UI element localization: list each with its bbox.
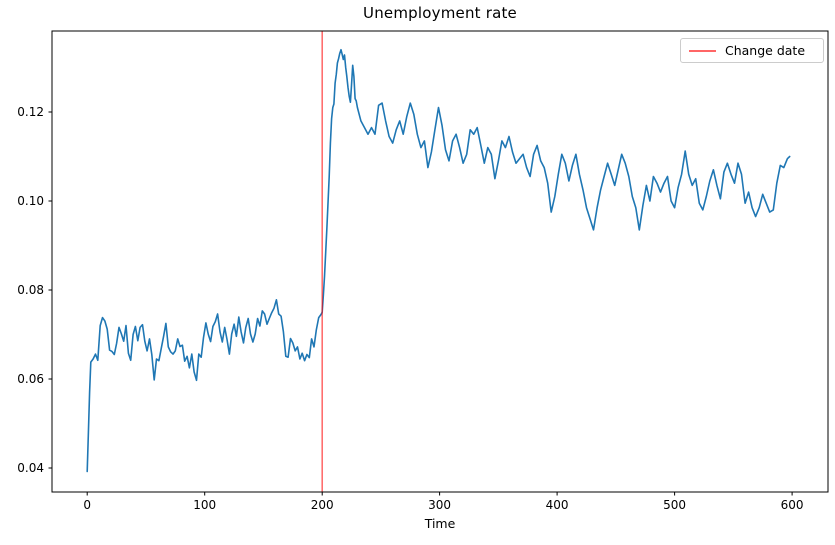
axes-spines [51,30,829,493]
series-line-0 [86,48,791,473]
x-tick-label-0: 0 [83,498,91,512]
x-axis-label: Time [424,516,456,531]
x-tick-label-3: 300 [428,498,451,512]
x-tick-label-6: 600 [781,498,804,512]
y-tick-label-2: 0.08 [17,283,44,297]
y-tick-label-4: 0.12 [17,105,44,119]
legend-label: Change date [725,43,806,58]
y-tick-label-0: 0.04 [17,461,44,475]
x-tick-label-1: 100 [193,498,216,512]
legend-red-line-icon [689,49,716,52]
x-tick-label-2: 200 [311,498,334,512]
chart-title: Unemployment rate [363,4,517,22]
x-tick-label-4: 400 [546,498,569,512]
legend: Change date [680,38,824,63]
y-tick-label-3: 0.10 [17,194,44,208]
y-tick-label-1: 0.06 [17,372,44,386]
x-tick-label-5: 500 [663,498,686,512]
